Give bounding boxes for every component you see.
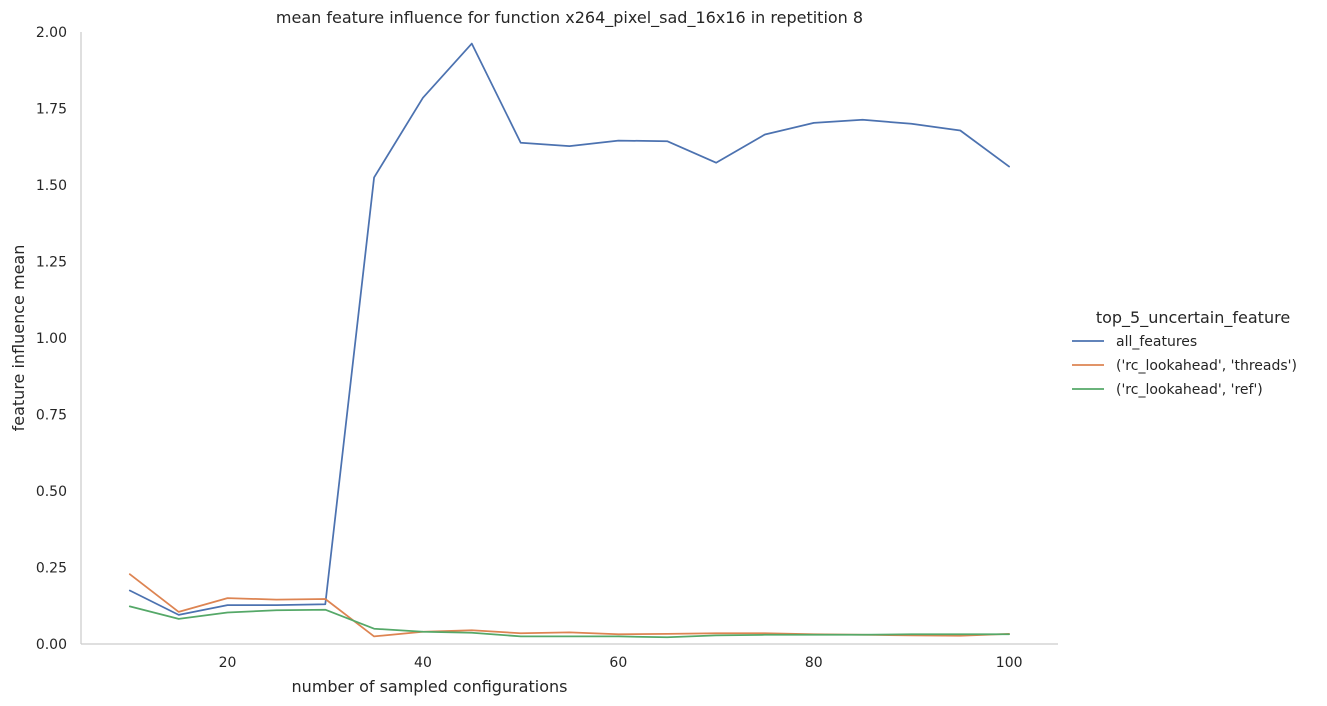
- x-tick-label: 60: [609, 655, 627, 671]
- x-axis-label: number of sampled configurations: [292, 677, 568, 696]
- legend-label-2: ('rc_lookahead', 'threads'): [1116, 358, 1297, 374]
- series-line-1: [128, 42, 1010, 616]
- y-tick-label: 0.50: [36, 484, 67, 500]
- y-axis-label: feature influence mean: [9, 245, 28, 432]
- legend-label-1: all_features: [1116, 334, 1197, 350]
- legend-label-3: ('rc_lookahead', 'ref'): [1116, 382, 1263, 398]
- x-tick-label: 20: [219, 655, 237, 671]
- y-tick-label: 1.25: [36, 255, 67, 271]
- x-tick-label: 100: [996, 655, 1023, 671]
- x-tick-label: 40: [414, 655, 432, 671]
- y-tick-label: 0.75: [36, 408, 67, 424]
- y-tick-label: 0.25: [36, 561, 67, 577]
- y-tick-label: 2.00: [36, 25, 67, 41]
- series-line-3: [128, 605, 1010, 639]
- y-tick-label: 1.75: [36, 102, 67, 118]
- y-tick-label: 1.00: [36, 331, 67, 347]
- chart-title: mean feature influence for function x264…: [276, 8, 863, 28]
- y-tick-label: 1.50: [36, 178, 67, 194]
- y-tick-label: 0.00: [36, 637, 67, 653]
- x-tick-label: 80: [805, 655, 823, 671]
- legend-title: top_5_uncertain_feature: [1096, 308, 1290, 328]
